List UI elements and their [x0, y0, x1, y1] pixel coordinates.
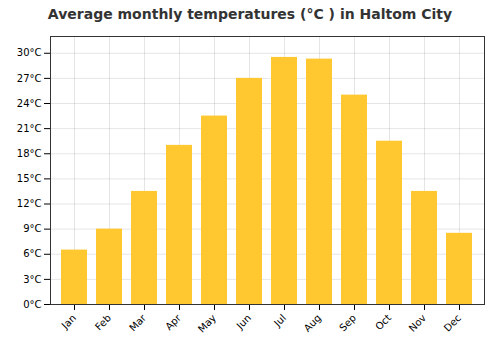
svg-text:Jan: Jan — [59, 312, 78, 331]
svg-text:Nov: Nov — [407, 312, 429, 334]
svg-text:15°C: 15°C — [17, 173, 42, 184]
svg-text:27°C: 27°C — [17, 73, 42, 84]
svg-text:12°C: 12°C — [17, 198, 42, 209]
svg-text:Aug: Aug — [302, 312, 324, 334]
svg-text:Feb: Feb — [93, 312, 113, 332]
svg-text:Jun: Jun — [234, 312, 254, 332]
svg-text:6°C: 6°C — [23, 248, 41, 259]
svg-text:Dec: Dec — [442, 312, 463, 333]
svg-text:21°C: 21°C — [17, 123, 42, 134]
svg-text:30°C: 30°C — [17, 47, 42, 58]
svg-text:3°C: 3°C — [23, 274, 41, 285]
svg-text:May: May — [196, 312, 218, 334]
svg-text:Apr: Apr — [163, 312, 184, 333]
svg-text:24°C: 24°C — [17, 98, 42, 109]
svg-text:Oct: Oct — [373, 312, 393, 332]
svg-text:18°C: 18°C — [17, 148, 42, 159]
svg-text:Mar: Mar — [127, 312, 149, 334]
svg-text:9°C: 9°C — [23, 223, 41, 234]
svg-text:Jul: Jul — [271, 312, 288, 329]
svg-text:Sep: Sep — [337, 312, 358, 333]
html-text:Average monthly temperatures (: Average monthly temperatures (°C ) in Ha… — [47, 6, 453, 22]
svg-text:0°C: 0°C — [23, 299, 41, 310]
